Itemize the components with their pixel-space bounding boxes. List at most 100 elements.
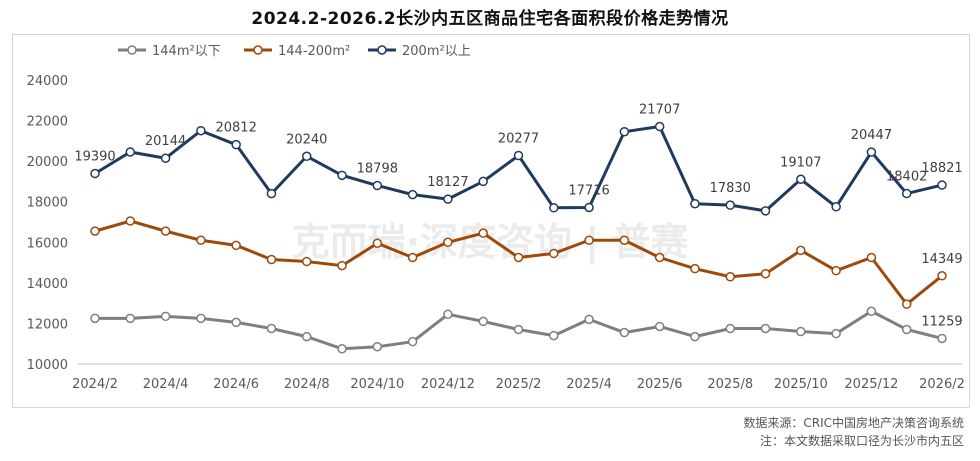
data-point bbox=[302, 331, 312, 342]
data-point bbox=[125, 147, 136, 157]
x-tick-label: 2025/10 bbox=[774, 377, 828, 392]
data-point bbox=[513, 324, 524, 335]
y-tick-label: 18000 bbox=[27, 196, 68, 211]
data-source: 数据来源：CRIC中国房地产决策咨询系统 注：本文数据采取口径为长沙市内五区 bbox=[743, 414, 964, 450]
data-point bbox=[831, 328, 841, 339]
data-point bbox=[478, 316, 488, 327]
data-point bbox=[160, 153, 171, 163]
legend-label: 144-200m² bbox=[278, 44, 350, 59]
data-point bbox=[407, 336, 418, 347]
data-point bbox=[619, 235, 630, 246]
data-point bbox=[337, 260, 347, 271]
data-point bbox=[831, 202, 841, 212]
data-label: 17716 bbox=[568, 183, 609, 198]
y-tick-label: 12000 bbox=[27, 317, 68, 332]
series-3: 19390 20144 20812 20240 18798 18127 20277 17716… bbox=[74, 103, 963, 216]
series-2: 14349 bbox=[90, 216, 963, 309]
data-point bbox=[866, 306, 877, 317]
data-point bbox=[90, 226, 100, 236]
data-point bbox=[796, 326, 806, 337]
legend-marker bbox=[127, 45, 137, 55]
data-point bbox=[125, 313, 136, 324]
data-point bbox=[760, 323, 771, 334]
data-point bbox=[90, 313, 100, 324]
data-point bbox=[901, 188, 912, 199]
data-point bbox=[160, 311, 171, 322]
data-point bbox=[760, 268, 771, 279]
data-point bbox=[584, 314, 594, 325]
x-tick-label: 2026/2 bbox=[919, 377, 965, 392]
data-point bbox=[866, 147, 877, 157]
data-point bbox=[937, 333, 947, 344]
data-point bbox=[337, 170, 347, 181]
y-tick-label: 20000 bbox=[27, 155, 68, 170]
data-point bbox=[160, 226, 171, 236]
data-point bbox=[266, 254, 277, 265]
x-tick-label: 2025/6 bbox=[637, 377, 683, 392]
data-point bbox=[584, 235, 594, 246]
data-point bbox=[831, 265, 841, 276]
x-tick-label: 2024/6 bbox=[213, 377, 259, 392]
data-point bbox=[796, 245, 806, 256]
legend-item: 144m²以下 bbox=[118, 44, 221, 59]
data-point bbox=[372, 342, 383, 352]
x-tick-label: 2025/2 bbox=[496, 377, 542, 392]
x-tick-label: 2024/2 bbox=[72, 377, 118, 392]
data-point bbox=[196, 235, 206, 246]
data-point bbox=[231, 317, 241, 328]
data-label: 20812 bbox=[215, 121, 256, 136]
data-point bbox=[619, 327, 630, 338]
data-point bbox=[302, 151, 312, 162]
data-point bbox=[901, 299, 912, 309]
data-label: 20447 bbox=[851, 128, 892, 143]
source-line: 数据来源：CRIC中国房地产决策咨询系统 bbox=[743, 416, 964, 430]
legend-label: 200m²以上 bbox=[402, 44, 471, 59]
data-point bbox=[584, 202, 594, 213]
data-point bbox=[372, 180, 383, 191]
data-point bbox=[549, 203, 559, 213]
legend-label: 144m²以下 bbox=[152, 44, 221, 59]
x-tick-label: 2025/8 bbox=[707, 377, 753, 392]
x-tick-label: 2024/4 bbox=[143, 377, 189, 392]
data-label: 18821 bbox=[921, 161, 962, 176]
data-label: 14349 bbox=[921, 252, 962, 267]
data-point bbox=[690, 263, 700, 274]
data-point bbox=[513, 150, 524, 161]
data-point bbox=[619, 126, 630, 137]
data-point bbox=[513, 252, 524, 263]
data-point bbox=[407, 189, 418, 200]
data-point bbox=[266, 323, 277, 334]
note-line: 注：本文数据采取口径为长沙市内五区 bbox=[759, 434, 964, 448]
data-point bbox=[231, 240, 241, 251]
x-tick-label: 2024/8 bbox=[284, 377, 330, 392]
data-point bbox=[796, 174, 806, 185]
y-tick-label: 24000 bbox=[27, 74, 68, 89]
data-point bbox=[443, 194, 453, 204]
data-point bbox=[196, 313, 206, 324]
data-label: 19390 bbox=[74, 150, 115, 165]
data-point bbox=[654, 121, 665, 132]
data-label: 21707 bbox=[639, 103, 680, 118]
data-point bbox=[337, 344, 347, 354]
data-label: 19107 bbox=[780, 155, 821, 170]
data-point bbox=[196, 125, 206, 136]
data-label: 20144 bbox=[145, 134, 186, 149]
legend-item: 200m²以上 bbox=[368, 44, 471, 59]
chart-title: 2024.2-2026.2长沙内五区商品住宅各面积段价格走势情况 bbox=[251, 9, 729, 29]
data-point bbox=[231, 139, 241, 150]
x-tick-label: 2025/4 bbox=[566, 377, 612, 392]
y-tick-label: 16000 bbox=[27, 236, 68, 251]
data-point bbox=[125, 216, 136, 226]
chart-frame bbox=[12, 34, 970, 408]
data-point bbox=[725, 323, 735, 334]
data-label: 18798 bbox=[357, 162, 398, 177]
data-label: 18127 bbox=[427, 175, 468, 190]
data-point bbox=[725, 272, 735, 282]
data-point bbox=[901, 324, 912, 335]
data-point bbox=[654, 321, 665, 332]
data-label: 20277 bbox=[498, 132, 539, 147]
legend-marker bbox=[253, 45, 263, 55]
x-tick-label: 2024/10 bbox=[350, 377, 404, 392]
data-label: 17830 bbox=[710, 181, 751, 196]
